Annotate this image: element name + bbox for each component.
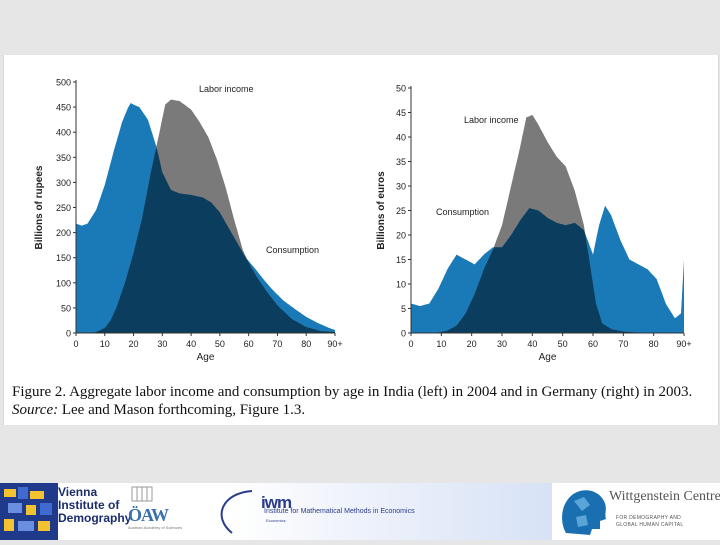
y-tick-label-india: 250	[56, 203, 71, 213]
y-tick-label-germany: 25	[396, 206, 406, 216]
footer-bar: Vienna Institute of Demography ÖAW Austr…	[0, 483, 720, 540]
wc-title: Wittgenstein Centre	[609, 489, 720, 504]
x-tick-label-india: 20	[129, 339, 139, 349]
vienna-institute-logo: Vienna Institute of Demography	[0, 483, 132, 540]
iwm-swoosh-icon	[220, 490, 253, 534]
world-head-icon	[562, 490, 606, 535]
y-tick-label-germany: 15	[396, 255, 406, 265]
slide-background	[0, 0, 720, 55]
iwm-name: iwm	[261, 493, 292, 512]
caption-main: Figure 2. Aggregate labor income and con…	[12, 384, 693, 400]
x-tick-label-germany: 70	[618, 339, 628, 349]
y-tick-label-germany: 10	[396, 280, 406, 290]
vid-name: Vienna Institute of Demography	[58, 485, 132, 525]
x-tick-label-india: 10	[100, 339, 110, 349]
y-tick-label-india: 400	[56, 128, 71, 138]
y-tick-label-india: 100	[56, 278, 71, 288]
x-tick-label-india: 50	[215, 339, 225, 349]
vid-line2: Institute of	[58, 498, 120, 512]
x-tick-label-germany: 50	[558, 339, 568, 349]
x-tick-label-india: 80	[301, 339, 311, 349]
x-tick-label-germany: 40	[527, 339, 537, 349]
oaw-name: ÖAW	[128, 505, 169, 525]
wittgenstein-centre-logo: Wittgenstein Centre FOR DEMOGRAPHY AND G…	[552, 483, 720, 540]
y-tick-label-india: 200	[56, 228, 71, 238]
y-tick-label-germany: 45	[396, 108, 406, 118]
x-tick-label-india: 30	[157, 339, 167, 349]
y-tick-label-india: 450	[56, 103, 71, 113]
y-tick-label-india: 500	[56, 78, 71, 88]
footer-gradient-band	[230, 483, 552, 540]
x-tick-label-india: 70	[272, 339, 282, 349]
x-tick-label-germany: 80	[649, 339, 659, 349]
x-tick-label-germany: 60	[588, 339, 598, 349]
overlap-area-india	[76, 147, 335, 333]
caption-source-text: Lee and Mason forthcoming, Figure 1.3.	[58, 402, 306, 418]
iwm-subtitle: Economics	[266, 518, 286, 523]
x-tick-label-germany: 30	[497, 339, 507, 349]
annotation-labor-income-india: Labor income	[199, 84, 254, 94]
x-tick-label-germany: 0	[408, 339, 413, 349]
vid-mosaic-icon	[0, 483, 58, 540]
y-tick-label-germany: 40	[396, 133, 406, 143]
iwm-fullname: Institute for Mathematical Methods in Ec…	[264, 508, 415, 515]
annotation-labor-income-germany: Labor income	[464, 115, 519, 125]
y-tick-label-india: 150	[56, 253, 71, 263]
oaw-emblem-icon	[131, 486, 153, 502]
vid-line3: Demography	[58, 511, 132, 525]
x-tick-label-india: 0	[73, 339, 78, 349]
y-tick-label-germany: 5	[401, 304, 406, 314]
y-tick-label-india: 350	[56, 153, 71, 163]
y-axis-label-india: Billions of rupees	[34, 165, 45, 249]
annotation-consumption-germany: Consumption	[436, 207, 489, 217]
iwm-logo: iwm Institute for Mathematical Methods i…	[212, 487, 492, 537]
y-tick-label-germany: 20	[396, 231, 406, 241]
oaw-logo: ÖAW Austrian Academy of Sciences	[124, 483, 184, 540]
x-tick-label-india: 90+	[327, 339, 342, 349]
wc-subtitle-2: GLOBAL HUMAN CAPITAL	[616, 522, 684, 528]
caption-source-label: Source:	[12, 402, 59, 418]
x-tick-label-india: 60	[244, 339, 254, 349]
y-tick-label-germany: 0	[401, 329, 406, 339]
y-axis-label-germany: Billions of euros	[376, 171, 387, 250]
y-tick-label-india: 0	[66, 329, 71, 339]
wc-subtitle-1: FOR DEMOGRAPHY AND	[616, 515, 682, 521]
figure-caption: Figure 2. Aggregate labor income and con…	[12, 383, 702, 419]
x-axis-label-germany: Age	[539, 352, 557, 363]
y-tick-label-germany: 30	[396, 182, 406, 192]
oaw-subtitle: Austrian Academy of Sciences	[128, 525, 183, 530]
x-tick-label-india: 40	[186, 339, 196, 349]
figure-panel: 0 50 100 150 200 250 300 350 400 450 500 0 10 20 30 40 5…	[3, 55, 719, 425]
y-tick-label-germany: 50	[396, 84, 406, 94]
annotation-consumption-india: Consumption	[266, 245, 319, 255]
x-tick-label-germany: 10	[436, 339, 446, 349]
vid-line1: Vienna	[58, 485, 98, 499]
x-tick-label-germany: 90+	[676, 339, 691, 349]
y-tick-label-germany: 35	[396, 157, 406, 167]
x-axis-label-india: Age	[197, 352, 215, 363]
y-tick-label-india: 300	[56, 178, 71, 188]
x-tick-label-germany: 20	[467, 339, 477, 349]
overlap-area-germany	[411, 208, 684, 333]
y-tick-label-india: 50	[61, 303, 71, 313]
